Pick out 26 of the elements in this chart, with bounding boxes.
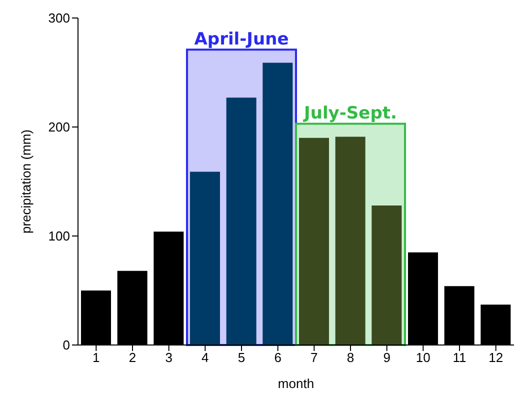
x-tick-label: 11 (452, 350, 466, 366)
x-tick-label: 8 (346, 350, 354, 366)
band-label: July-Sept. (303, 104, 397, 124)
band-label: April-June (194, 30, 289, 50)
x-tick-label: 10 (416, 350, 430, 366)
y-tick-label: 300 (48, 10, 70, 26)
bar (190, 172, 220, 345)
x-tick-label: 7 (310, 350, 318, 366)
bar (372, 205, 402, 345)
y-axis-title: precipitation (mm) (18, 129, 34, 234)
x-tick-label: 6 (274, 350, 282, 366)
y-tick-label: 100 (48, 228, 70, 244)
bar (226, 98, 256, 345)
x-axis-title: month (278, 376, 314, 391)
x-tick-label: 5 (238, 350, 246, 366)
x-tick-label: 2 (128, 350, 136, 366)
bar (299, 138, 329, 345)
x-tick-label: 1 (92, 350, 100, 366)
x-tick-label: 3 (165, 350, 172, 366)
bar (262, 62, 293, 345)
x-tick-label: 4 (202, 350, 209, 366)
bar (335, 136, 366, 345)
x-tick-label: 12 (488, 350, 504, 366)
y-tick-label: 0 (62, 338, 70, 353)
x-tick-label: 9 (383, 350, 390, 366)
y-tick-label: 200 (48, 120, 70, 135)
